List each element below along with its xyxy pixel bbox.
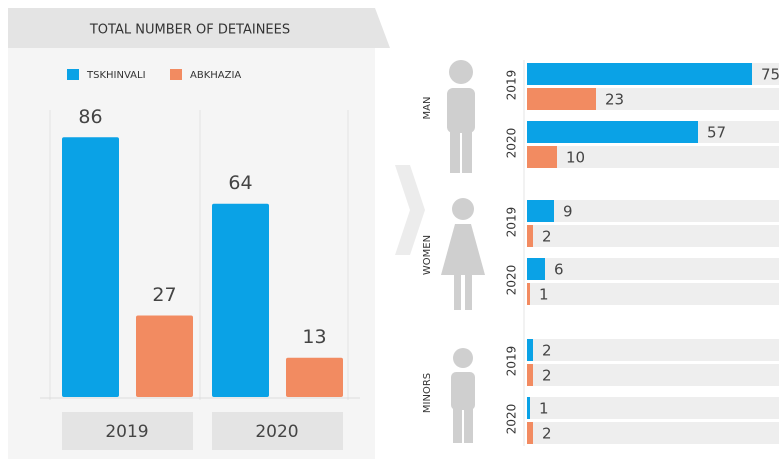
track <box>527 200 779 222</box>
legend-swatch <box>170 69 182 80</box>
bar <box>527 258 545 280</box>
bar <box>527 88 596 110</box>
year-label: 2020 <box>505 128 519 159</box>
track <box>527 339 779 361</box>
bar <box>527 63 752 85</box>
bar <box>286 357 343 397</box>
category-box <box>212 412 343 450</box>
year-label: 2019 <box>505 207 519 238</box>
bar <box>527 225 533 247</box>
value-label: 6 <box>554 261 564 279</box>
value-label: 9 <box>563 203 573 221</box>
icon-man <box>447 60 475 173</box>
value-label: 1 <box>539 286 549 304</box>
value-label: 1 <box>539 400 549 418</box>
value-label: 13 <box>302 326 326 348</box>
bar <box>527 364 533 386</box>
year-label: 2019 <box>505 346 519 377</box>
bar <box>212 203 269 397</box>
bar <box>527 200 554 222</box>
legend-label: TSKHINVALI <box>86 70 146 81</box>
value-label: 23 <box>605 91 624 109</box>
value-label: 75 <box>761 66 779 84</box>
chevron <box>395 165 425 255</box>
track <box>527 283 779 305</box>
bar <box>62 137 119 397</box>
year-label: 2020 <box>505 404 519 435</box>
legend-swatch <box>67 69 79 80</box>
bar <box>527 339 533 361</box>
bar <box>527 422 533 444</box>
value-label: 57 <box>707 124 726 142</box>
value-label: 2 <box>542 425 552 443</box>
group-label: MINORS <box>422 373 433 413</box>
title-band <box>8 8 390 48</box>
track <box>527 364 779 386</box>
track <box>527 258 779 280</box>
value-label: 2 <box>542 228 552 246</box>
category-box <box>62 412 193 450</box>
category-label: 2019 <box>105 422 148 442</box>
chart-title: TOTAL NUMBER OF DETAINEES <box>89 23 290 38</box>
track <box>527 146 779 168</box>
icon-minor <box>451 348 475 443</box>
value-label: 27 <box>152 284 176 306</box>
bar <box>527 146 557 168</box>
group-label: WOMEN <box>422 235 433 275</box>
value-label: 2 <box>542 367 552 385</box>
value-label: 86 <box>78 106 102 128</box>
bar <box>136 315 193 397</box>
bar <box>527 283 530 305</box>
group-label: MAN <box>422 97 433 120</box>
bar <box>527 397 530 419</box>
category-label: 2020 <box>255 422 298 442</box>
year-label: 2020 <box>505 265 519 296</box>
track <box>527 225 779 247</box>
bar <box>527 121 698 143</box>
value-label: 64 <box>228 172 252 194</box>
track <box>527 397 779 419</box>
value-label: 2 <box>542 342 552 360</box>
icon-woman <box>441 198 485 310</box>
value-label: 10 <box>566 149 585 167</box>
legend-label: ABKHAZIA <box>190 70 241 81</box>
year-label: 2019 <box>505 70 519 101</box>
track <box>527 422 779 444</box>
